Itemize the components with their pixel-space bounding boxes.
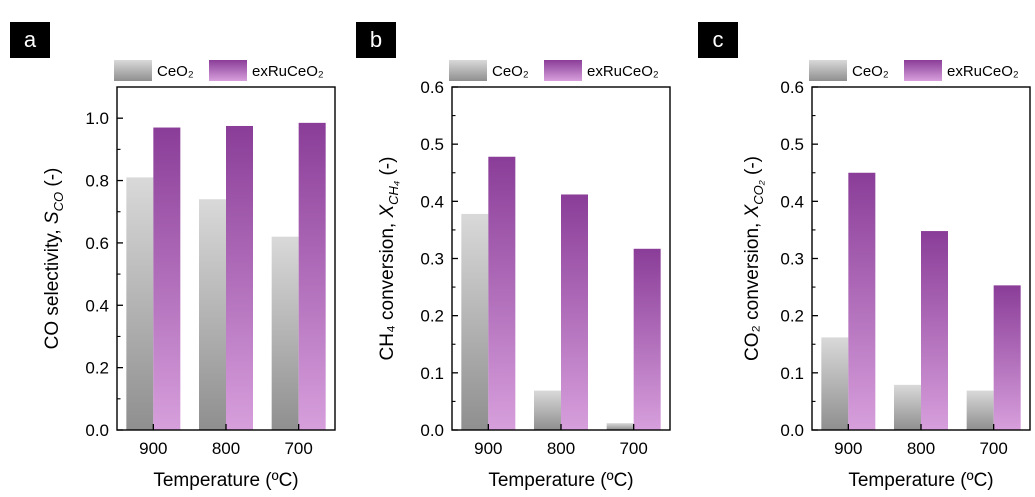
legend-swatch-ceo2 xyxy=(809,60,847,81)
x-tick-label: 800 xyxy=(547,439,575,458)
y-tick-label: 0.1 xyxy=(420,364,444,383)
x-axis-title: Temperature (ºC) xyxy=(488,470,633,491)
x-tick-label: 900 xyxy=(139,439,167,458)
x-tick-label: 900 xyxy=(834,439,862,458)
y-tick-label: 0.6 xyxy=(85,234,109,253)
bar-exruceo2 xyxy=(488,156,516,430)
bar-ceo2 xyxy=(199,199,226,430)
legend-swatch-exruceo2 xyxy=(544,60,582,81)
y-tick-label: 0.4 xyxy=(780,192,804,211)
bar-exruceo2 xyxy=(226,125,253,431)
bar-exruceo2 xyxy=(993,285,1021,430)
legend-label-exruceo2: exRuCeO₂ xyxy=(252,63,324,80)
x-tick-label: 900 xyxy=(474,439,502,458)
plot-frame xyxy=(451,86,671,431)
panel-a: a 900 800 700 0.0 0.2 0.4 0.6 0.8 1.0 Temperature … xyxy=(10,22,336,491)
panel-label: c xyxy=(713,27,724,52)
bar-exruceo2 xyxy=(153,127,181,430)
panel-label: b xyxy=(370,27,382,52)
x-tick-label: 700 xyxy=(284,439,312,458)
bar-ceo2 xyxy=(821,337,849,430)
panel-label-box xyxy=(698,22,738,58)
y-tick-label: 0.1 xyxy=(780,364,804,383)
legend-swatch-exruceo2 xyxy=(209,60,247,81)
bar-exruceo2 xyxy=(561,194,588,430)
y-tick-label: 0.3 xyxy=(780,250,804,269)
x-tick-label: 700 xyxy=(979,439,1007,458)
y-axis-title: CO selectivity, SCO (-) xyxy=(42,168,66,350)
y-tick-label: 0.8 xyxy=(85,172,109,191)
legend-label-exruceo2: exRuCeO₂ xyxy=(587,63,659,80)
bar-exruceo2 xyxy=(298,122,326,430)
panel-label: a xyxy=(24,27,37,52)
x-tick-label: 800 xyxy=(907,439,935,458)
bar-exruceo2 xyxy=(848,172,876,430)
x-tick-label: 700 xyxy=(619,439,647,458)
plot-frame xyxy=(811,86,1031,431)
bar-ceo2 xyxy=(271,236,299,430)
y-tick-label: 0.5 xyxy=(780,135,804,154)
legend-swatch-exruceo2 xyxy=(904,60,942,81)
bar-exruceo2 xyxy=(633,248,661,430)
bar-ceo2 xyxy=(966,390,994,430)
y-tick-label: 0.4 xyxy=(85,296,109,315)
panel-b: b 900 800 700 0.0 0.1 0.2 0.3 0.4 0.5 0.6 Temperatu… xyxy=(356,22,671,491)
y-tick-label: 0.2 xyxy=(85,359,109,378)
bar-ceo2 xyxy=(126,177,154,430)
x-axis-title: Temperature (ºC) xyxy=(848,470,993,491)
y-tick-label: 0.6 xyxy=(420,78,444,97)
legend-label-ceo2: CeO₂ xyxy=(852,63,889,80)
y-tick-label: 0.0 xyxy=(420,421,444,440)
y-tick-label: 0.5 xyxy=(420,135,444,154)
y-tick-label: 0.6 xyxy=(780,78,804,97)
legend-swatch-ceo2 xyxy=(449,60,487,81)
bar-ceo2 xyxy=(461,213,489,430)
panel-c: c 900 800 700 0.0 0.1 0.2 0.3 0.4 0.5 0.6 Temperatu… xyxy=(698,22,1031,491)
y-tick-label: 0.0 xyxy=(780,421,804,440)
legend-label-exruceo2: exRuCeO₂ xyxy=(947,63,1019,80)
legend-swatch-ceo2 xyxy=(114,60,152,81)
y-tick-label: 0.3 xyxy=(420,250,444,269)
bar-ceo2 xyxy=(606,423,634,430)
panel-label-box xyxy=(10,22,50,58)
x-axis-title: Temperature (ºC) xyxy=(153,470,298,491)
y-tick-label: 0.2 xyxy=(420,307,444,326)
legend-label-ceo2: CeO₂ xyxy=(157,63,194,80)
bar-ceo2 xyxy=(534,390,561,430)
x-tick-label: 800 xyxy=(212,439,240,458)
y-tick-label: 0.0 xyxy=(85,421,109,440)
panel-label-box xyxy=(356,22,396,58)
legend-label-ceo2: CeO₂ xyxy=(492,63,529,80)
bar-exruceo2 xyxy=(921,231,948,430)
plot-frame xyxy=(116,86,336,431)
y-axis-title: CO₂ conversion, XCO₂ (-) xyxy=(742,156,766,361)
y-tick-label: 0.4 xyxy=(420,192,444,211)
bar-ceo2 xyxy=(894,384,921,430)
y-tick-label: 1.0 xyxy=(85,109,109,128)
y-tick-label: 0.2 xyxy=(780,307,804,326)
y-axis-title: CH₄ conversion, XCH₄ (-) xyxy=(377,157,401,361)
